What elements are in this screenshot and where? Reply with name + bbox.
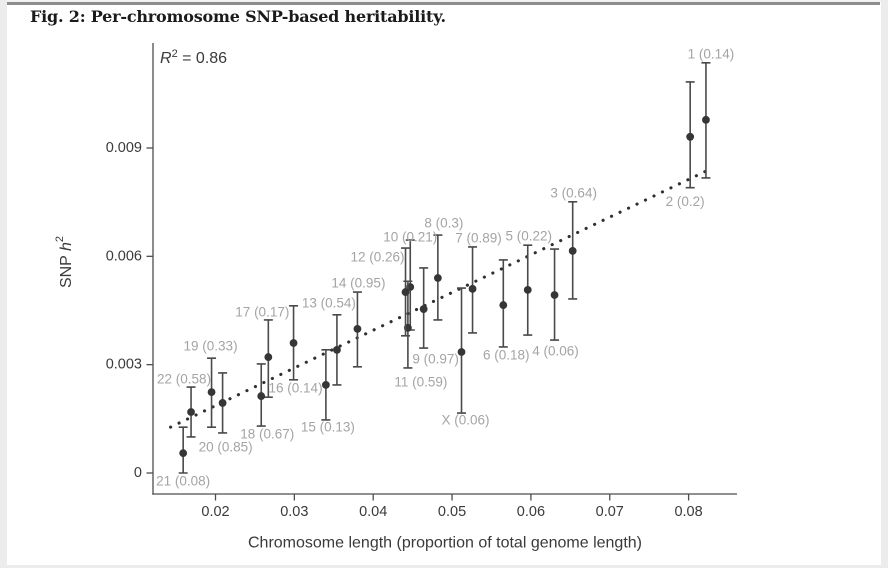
data-point-chr-20 — [218, 399, 227, 407]
x-tick-label: 0.05 — [438, 504, 466, 520]
chr-label-X: X (0.06) — [441, 413, 489, 428]
chr-label-4: 4 (0.06) — [532, 344, 579, 359]
data-point-chr-2 — [686, 132, 695, 141]
y-tick-label: 0 — [134, 465, 142, 481]
chr-label-11: 11 (0.59) — [394, 374, 447, 389]
chr-label-22: 22 (0.58) — [157, 372, 211, 387]
y-tick-label: 0.006 — [106, 248, 142, 264]
figure-title: Fig. 2: Per-chromosome SNP-based heritab… — [30, 7, 446, 26]
data-point-chr-21 — [179, 449, 188, 458]
chr-label-15: 15 (0.13) — [301, 419, 355, 434]
chr-label-21: 21 (0.08) — [156, 474, 210, 489]
data-point-chr-17 — [264, 353, 273, 361]
page-edge-left — [0, 0, 7, 568]
x-tick-label: 0.06 — [517, 504, 545, 520]
page-edge-right — [881, 0, 888, 568]
data-point-chr-14 — [353, 325, 362, 333]
data-point-chr-12 — [401, 288, 410, 296]
data-point-chr-4 — [550, 291, 559, 299]
data-point-chr-X — [457, 348, 466, 356]
data-point-chr-9 — [419, 305, 428, 313]
x-tick-label: 0.02 — [201, 504, 229, 520]
chr-label-13: 13 (0.54) — [302, 295, 356, 310]
data-point-chr-15 — [321, 380, 330, 389]
chr-label-10: 10 (0.21) — [383, 230, 437, 245]
figure-top-rule — [7, 2, 880, 5]
data-point-chr-19 — [207, 388, 216, 397]
x-tick-label: 0.07 — [596, 504, 624, 520]
x-tick-label: 0.03 — [280, 504, 308, 520]
chr-label-14: 14 (0.95) — [331, 276, 385, 291]
chr-label-6: 6 (0.18) — [483, 347, 530, 362]
chr-label-9: 9 (0.97) — [412, 352, 459, 367]
data-point-chr-5 — [523, 286, 532, 294]
chr-label-8: 8 (0.3) — [424, 216, 463, 231]
data-point-chr-3 — [568, 247, 577, 255]
data-point-chr-7 — [468, 284, 477, 293]
y-axis-title: SNP h2 — [54, 236, 75, 288]
page-edge-top — [0, 0, 888, 2]
data-point-chr-8 — [433, 274, 442, 282]
data-point-chr-13 — [333, 345, 341, 354]
chr-label-12: 12 (0.26) — [351, 250, 405, 265]
chr-label-17: 17 (0.17) — [235, 304, 289, 319]
x-tick-label: 0.04 — [359, 504, 387, 520]
chr-label-3: 3 (0.64) — [550, 185, 597, 200]
r-squared-annotation: R2 = 0.86 — [160, 48, 227, 67]
x-axis-title: Chromosome length (proportion of total g… — [248, 535, 642, 552]
chr-label-20: 20 (0.85) — [199, 439, 253, 454]
page-edge-bottom — [0, 565, 888, 568]
y-tick-label: 0.003 — [106, 357, 142, 373]
x-tick-label: 0.08 — [674, 504, 702, 520]
chr-label-1: 1 (0.14) — [688, 46, 735, 61]
data-point-chr-1 — [702, 115, 710, 124]
data-point-chr-22 — [187, 408, 195, 416]
chr-label-7: 7 (0.89) — [455, 230, 502, 245]
chr-label-18: 18 (0.67) — [240, 427, 294, 442]
chr-label-16: 16 (0.14) — [269, 380, 323, 395]
data-point-chr-16 — [289, 339, 298, 347]
chr-label-19: 19 (0.33) — [184, 339, 238, 354]
chr-label-2: 2 (0.2) — [666, 194, 705, 209]
y-tick-label: 0.009 — [106, 140, 142, 156]
chr-label-5: 5 (0.22) — [505, 229, 552, 244]
data-point-chr-18 — [257, 392, 266, 400]
data-point-chr-6 — [499, 301, 508, 309]
